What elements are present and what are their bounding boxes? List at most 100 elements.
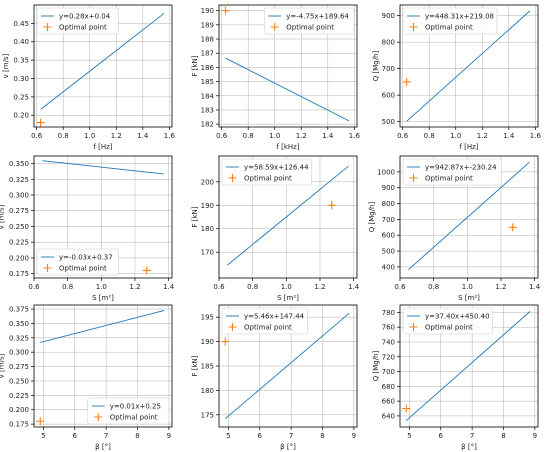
y-tick-label: 0.40 <box>13 38 29 46</box>
legend-label: y=448.31x+219.08 <box>425 13 494 21</box>
legend-box <box>221 307 308 335</box>
x-tick-label: 1.2 <box>477 132 488 140</box>
x-tick-label: 0.6 <box>213 283 225 291</box>
subplot-2-1: 0.6 0.8 1.0 1.2 1.4 0.175 0.200 0.225 0.250 0.275… <box>0 155 175 302</box>
y-tick-label: 0.350 <box>9 320 29 328</box>
x-tick-label: 8 <box>320 432 324 440</box>
y-tick-label: 0.35 <box>13 57 29 65</box>
y-tick-label: 0.275 <box>9 363 29 371</box>
y-tick-label: 189 <box>201 21 214 29</box>
y-tick-label: 0.300 <box>9 349 29 357</box>
subplot-3-3: 5 6 7 8 9 640 660 680 700 720 740 760 780 β [°] Q [Mg/… <box>372 304 539 451</box>
x-tick-label: 1.6 <box>530 132 542 140</box>
y-tick-label: 600 <box>382 232 395 240</box>
y-tick-label: 500 <box>382 118 395 126</box>
fit-line <box>227 165 349 266</box>
x-tick-label: 8 <box>501 432 505 440</box>
y-tick-label: 700 <box>382 368 395 376</box>
legend-label: Optimal point <box>425 24 473 32</box>
optimal-point-marker <box>36 118 45 127</box>
x-tick-label: 7 <box>104 432 108 440</box>
fit-line <box>405 311 531 421</box>
y-tick-label: 700 <box>382 65 395 73</box>
y-tick-label: 0.200 <box>9 406 29 414</box>
legend-label: Optimal point <box>110 414 158 422</box>
x-tick-label: 0.8 <box>247 283 258 291</box>
x-tick-label: 1.4 <box>529 283 541 291</box>
fit-line <box>406 10 531 122</box>
optimal-point-marker <box>402 77 411 86</box>
y-tick-label: 0.225 <box>9 239 29 247</box>
x-tick-label: 1.0 <box>96 283 107 291</box>
y-tick-label: 0.45 <box>13 20 29 28</box>
y-tick-label: 195 <box>201 314 214 322</box>
x-tick-label: 0.8 <box>243 132 254 140</box>
x-tick-label: 7 <box>470 432 474 440</box>
y-tick-label: 720 <box>382 353 395 361</box>
y-tick-label: 780 <box>382 309 395 317</box>
x-axis-label: S [m²] <box>277 294 299 302</box>
x-tick-label: 9 <box>352 432 356 440</box>
legend-box <box>402 158 502 186</box>
optimal-point-marker <box>221 337 230 346</box>
fit-line <box>408 161 530 271</box>
x-tick-label: 1.4 <box>503 132 515 140</box>
y-axis-label: v [m/s] <box>0 204 6 229</box>
y-tick-label: 0.350 <box>9 160 29 168</box>
y-tick-label: 640 <box>382 412 395 420</box>
optimal-point-marker <box>402 404 411 413</box>
legend-label: Optimal point <box>425 175 473 183</box>
x-tick-label: 0.6 <box>397 132 409 140</box>
y-tick-label: 190 <box>201 7 214 15</box>
legend: y=37.40x+450.40 Optimal point <box>402 307 494 335</box>
legend-box <box>36 248 119 276</box>
y-tick-label: 180 <box>201 387 214 395</box>
y-tick-label: 170 <box>201 249 214 257</box>
y-tick-label: 0.225 <box>9 392 29 400</box>
y-tick-label: 184 <box>201 92 215 100</box>
x-axis-label: β [°] <box>95 443 111 451</box>
x-tick-label: 1.6 <box>164 132 176 140</box>
subplot-2-3: 0.6 0.8 1.0 1.2 1.4 400 500 600 700 800 900 1000 S [… <box>368 155 541 302</box>
subplot-3-1: 5 6 7 8 9 0.175 0.200 0.225 0.250 0.275 0.300 0.325… <box>0 304 173 451</box>
y-tick-label: 0.250 <box>9 223 29 231</box>
y-tick-label: 0.175 <box>9 421 29 429</box>
y-tick-label: 185 <box>201 363 214 371</box>
legend: y=0.28x+0.04 Optimal point <box>36 7 119 35</box>
legend-marker-swatch <box>409 174 418 182</box>
y-tick-label: 185 <box>201 78 214 86</box>
y-tick-label: 600 <box>382 92 395 100</box>
y-tick-label: 400 <box>382 263 395 271</box>
legend-box <box>87 397 170 425</box>
x-axis-label: β [°] <box>280 443 296 451</box>
x-tick-label: 1.0 <box>84 132 95 140</box>
axes-frame <box>399 4 539 128</box>
legend-marker-swatch <box>43 264 52 272</box>
x-tick-label: 5 <box>226 432 230 440</box>
x-tick-label: 6 <box>439 432 444 440</box>
x-tick-label: 0.6 <box>28 283 40 291</box>
y-tick-label: 900 <box>382 184 395 192</box>
legend-marker-swatch <box>409 323 418 331</box>
x-tick-label: 1.2 <box>129 283 140 291</box>
legend-marker-swatch <box>228 323 237 331</box>
y-tick-label: 0.30 <box>13 75 29 83</box>
y-tick-label: 800 <box>382 200 395 208</box>
y-tick-label: 0.375 <box>9 306 29 314</box>
legend-label: y=5.46x+147.44 <box>244 313 305 321</box>
y-tick-label: 190 <box>201 202 214 210</box>
legend: y=5.46x+147.44 Optimal point <box>221 307 308 335</box>
legend-label: Optimal point <box>244 175 292 183</box>
legend: y=942.87x+-230.24 Optimal point <box>402 158 502 186</box>
y-tick-label: 900 <box>382 12 395 20</box>
y-tick-label: 0.275 <box>9 207 29 215</box>
fit-line <box>40 13 165 110</box>
x-tick-label: 0.8 <box>428 283 439 291</box>
legend-label: Optimal point <box>425 324 473 332</box>
x-axis-label: S [m²] <box>458 294 480 302</box>
axes-frame <box>218 4 358 128</box>
fit-line <box>224 312 350 420</box>
x-tick-label: 1.4 <box>348 283 360 291</box>
y-tick-label: 187 <box>201 50 214 58</box>
x-tick-label: 8 <box>135 432 139 440</box>
